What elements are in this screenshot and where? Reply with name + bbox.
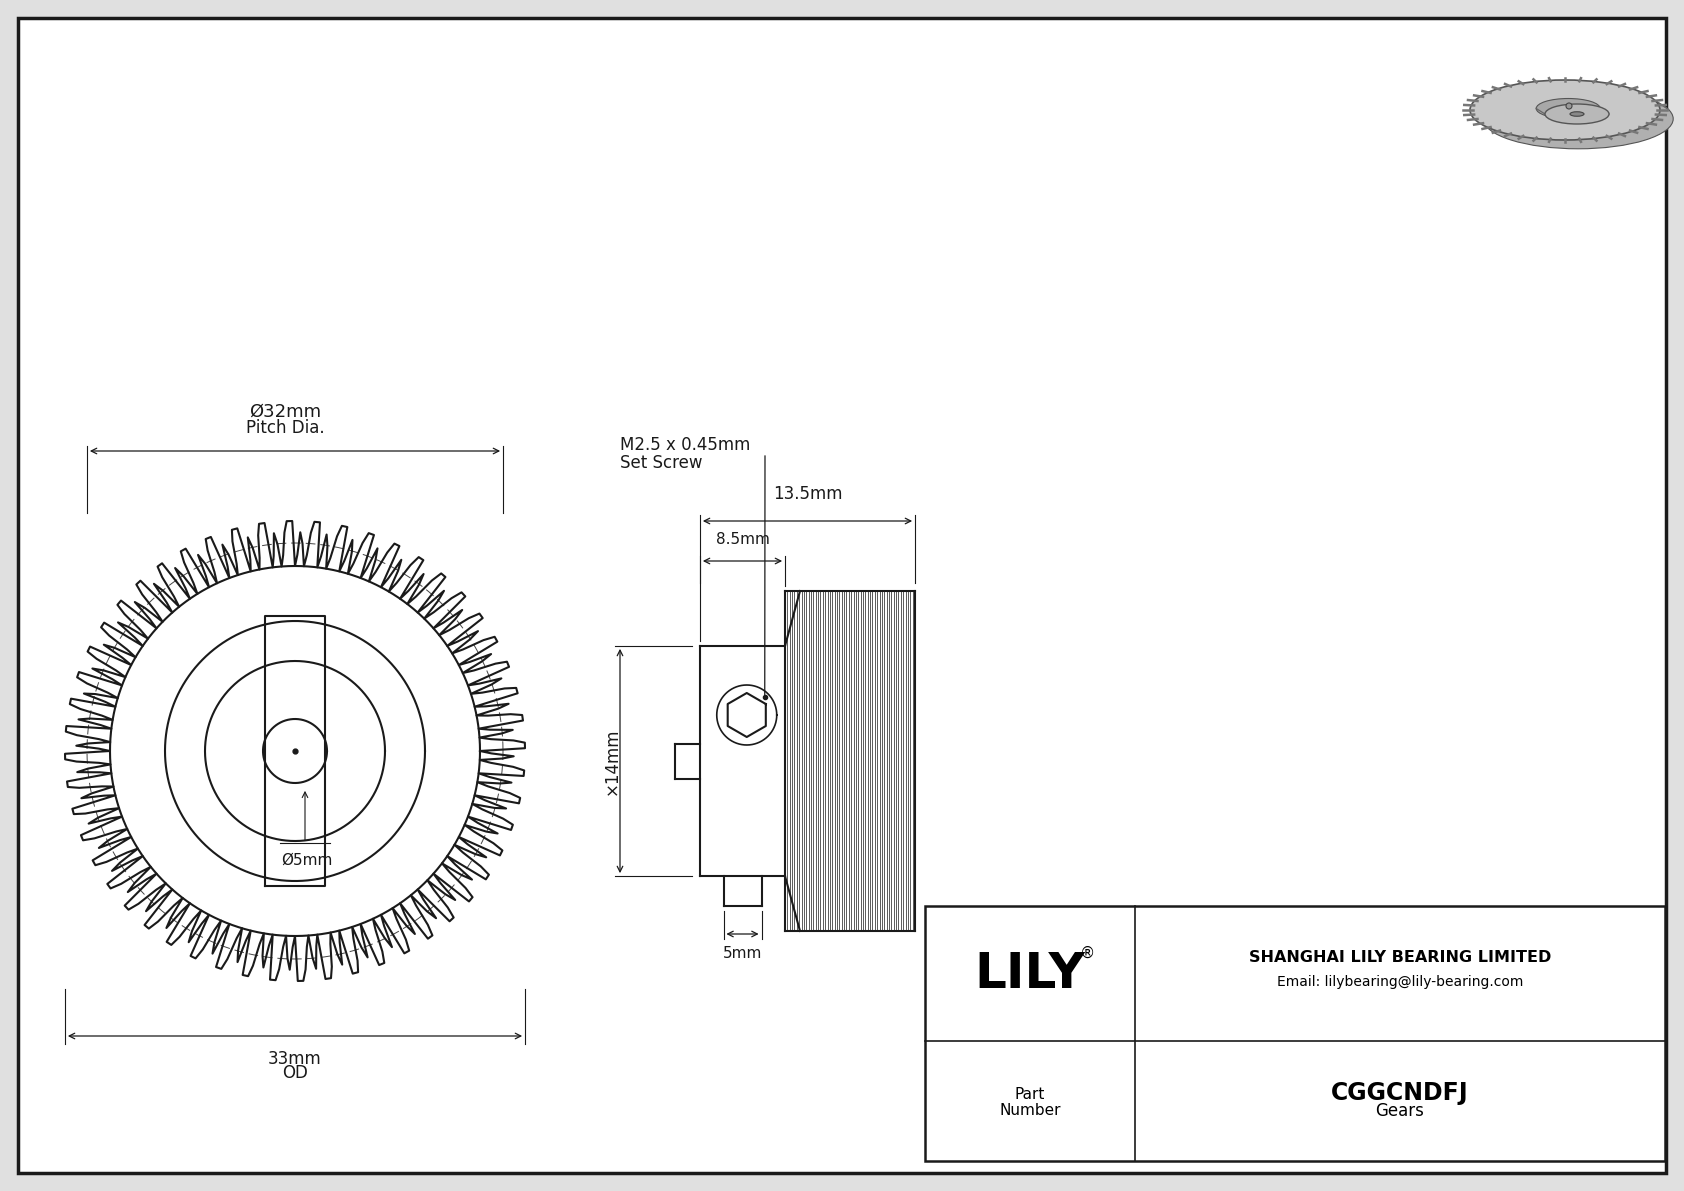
Text: M2.5 x 0.45mm: M2.5 x 0.45mm: [620, 436, 751, 454]
Ellipse shape: [1569, 112, 1585, 117]
Ellipse shape: [1544, 104, 1608, 124]
Text: CGGCNDFJ: CGGCNDFJ: [1330, 1081, 1468, 1105]
Text: 5mm: 5mm: [722, 946, 763, 961]
Text: SHANGHAI LILY BEARING LIMITED: SHANGHAI LILY BEARING LIMITED: [1250, 950, 1551, 965]
Text: Part: Part: [1015, 1086, 1046, 1102]
Text: 33mm: 33mm: [268, 1050, 322, 1068]
Text: Gears: Gears: [1376, 1102, 1425, 1120]
Text: Pitch Dia.: Pitch Dia.: [246, 419, 325, 437]
Text: OD: OD: [281, 1064, 308, 1081]
Text: ®: ®: [1081, 946, 1096, 961]
Ellipse shape: [1484, 89, 1674, 149]
Text: Email: lilybearing@lily-bearing.com: Email: lilybearing@lily-bearing.com: [1276, 974, 1524, 989]
Text: 13.5mm: 13.5mm: [773, 485, 842, 503]
Ellipse shape: [1470, 80, 1660, 141]
Bar: [925, 906, 1665, 1161]
Text: Set Screw: Set Screw: [620, 454, 702, 472]
Text: 8.5mm: 8.5mm: [716, 532, 770, 547]
Text: Ø32mm: Ø32mm: [249, 403, 322, 420]
Circle shape: [1566, 102, 1571, 110]
Text: Number: Number: [999, 1103, 1061, 1117]
Ellipse shape: [1536, 99, 1600, 118]
Text: ×14mm: ×14mm: [603, 728, 621, 794]
Text: LILY: LILY: [975, 949, 1086, 998]
Text: Ø5mm: Ø5mm: [281, 853, 333, 868]
